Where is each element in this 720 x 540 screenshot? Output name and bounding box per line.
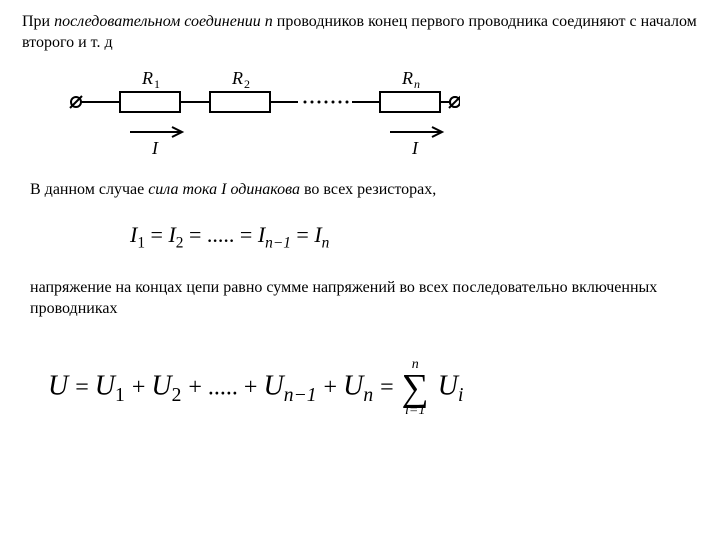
f2-sn: n bbox=[363, 385, 373, 406]
svg-text:I: I bbox=[411, 138, 419, 158]
f2-eq1: = bbox=[75, 375, 95, 401]
f1-dots: = ..... = bbox=[183, 222, 257, 247]
series-circuit-diagram: R 1 R 2 R n I I bbox=[60, 62, 460, 162]
svg-text:R: R bbox=[231, 68, 243, 88]
f2-p1: + bbox=[132, 375, 152, 401]
svg-text:I: I bbox=[151, 138, 159, 158]
middle-paragraph: В данном случае сила тока I одинакова во… bbox=[30, 180, 690, 201]
f2-sn1: n−1 bbox=[284, 385, 317, 406]
f2-U1: U bbox=[95, 371, 115, 402]
mid-text-b: сила тока I одинакова bbox=[148, 181, 300, 198]
f1-sn1: n−1 bbox=[265, 234, 291, 251]
svg-text:R: R bbox=[141, 68, 153, 88]
f2-s2: 2 bbox=[172, 385, 182, 406]
sum-lower: i=1 bbox=[402, 404, 429, 418]
mid-text-a: В данном случае bbox=[30, 181, 148, 198]
f2-Un1: U bbox=[263, 371, 283, 402]
voltage-text: напряжение на концах цепи равно сумме на… bbox=[30, 279, 657, 317]
voltage-paragraph: напряжение на концах цепи равно сумме на… bbox=[30, 278, 690, 320]
f1-s1: 1 bbox=[137, 234, 145, 251]
voltage-sum-formula: U = U1 + U2 + ..... + Un−1 + Un = n ∑ i=… bbox=[48, 358, 463, 418]
svg-text:R: R bbox=[401, 68, 413, 88]
f2-Un: U bbox=[343, 371, 363, 402]
mid-text-c: во всех резисторах, bbox=[300, 181, 436, 198]
f2-U: U bbox=[48, 371, 68, 402]
f2-p3: + bbox=[324, 375, 344, 401]
f2-Ui: U bbox=[438, 371, 458, 402]
f2-dots: + ..... + bbox=[188, 375, 263, 401]
f1-eq1: = bbox=[145, 222, 168, 247]
svg-text:1: 1 bbox=[154, 77, 160, 91]
intro-text-a: При bbox=[22, 13, 54, 30]
f2-s1: 1 bbox=[115, 385, 125, 406]
f1-In: I bbox=[314, 222, 321, 247]
current-equality-formula: I1 = I2 = ..... = In−1 = In bbox=[130, 222, 329, 252]
intro-text-b: последовательном соединении n bbox=[54, 13, 273, 30]
f2-eq2: = bbox=[380, 375, 400, 401]
f1-eq3: = bbox=[291, 222, 314, 247]
f2-U2: U bbox=[151, 371, 171, 402]
summation-symbol: n ∑ i=1 bbox=[402, 358, 429, 418]
f2-si: i bbox=[458, 385, 463, 406]
f1-I2: I bbox=[168, 222, 175, 247]
svg-text:n: n bbox=[414, 77, 420, 91]
intro-paragraph: При последовательном соединении n провод… bbox=[22, 12, 702, 54]
sigma-icon: ∑ bbox=[402, 372, 429, 404]
svg-text:2: 2 bbox=[244, 77, 250, 91]
f1-sn: n bbox=[322, 234, 330, 251]
